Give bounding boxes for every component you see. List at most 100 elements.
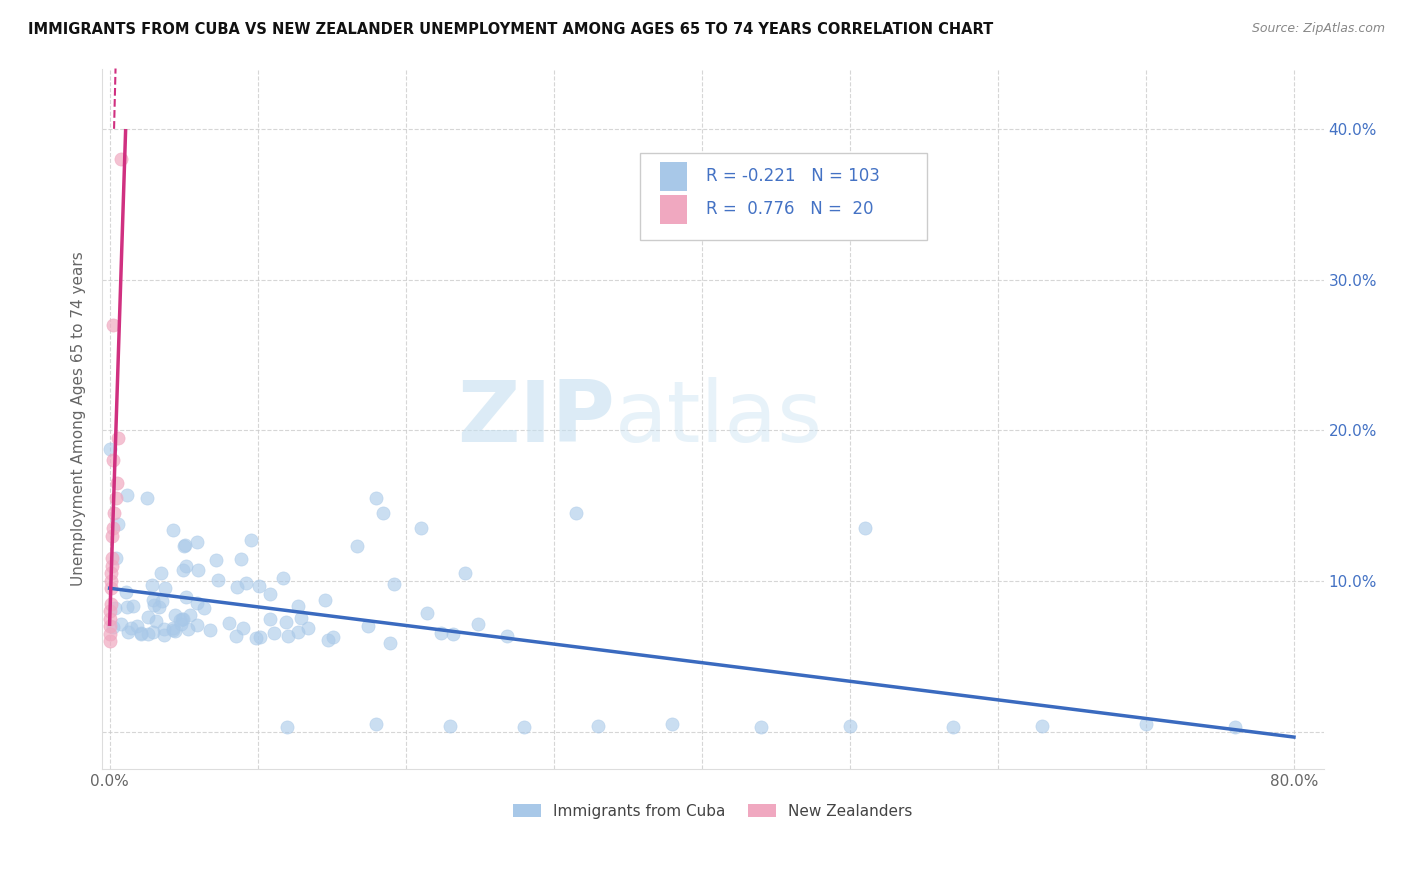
Point: [853, 521, 876, 535]
Point: [287, 624, 309, 639]
Point: [245, 632, 267, 646]
Point: [174, 590, 197, 604]
Point: [115, 599, 138, 614]
Point: [322, 630, 344, 644]
Point: [117, 624, 139, 639]
Point: [153, 581, 176, 595]
Point: [277, 629, 299, 643]
Point: [838, 718, 860, 732]
Point: [98, 604, 121, 618]
Point: [145, 614, 167, 628]
Point: [100, 558, 122, 573]
Point: [263, 625, 285, 640]
Point: [172, 612, 194, 626]
Point: [430, 626, 453, 640]
Point: [942, 720, 965, 734]
Point: [103, 506, 125, 520]
Point: [249, 630, 271, 644]
Point: [115, 585, 138, 599]
Point: [193, 601, 215, 615]
Point: [247, 579, 270, 593]
Point: [148, 599, 170, 614]
Point: [152, 622, 174, 636]
Point: [1031, 718, 1053, 732]
Text: atlas: atlas: [616, 377, 823, 460]
Point: [749, 720, 772, 734]
FancyBboxPatch shape: [640, 153, 927, 240]
Point: [271, 571, 294, 585]
Point: [142, 592, 165, 607]
Point: [259, 612, 281, 626]
Point: [100, 582, 122, 596]
Text: R =  0.776   N =  20: R = 0.776 N = 20: [706, 201, 873, 219]
Point: [232, 622, 254, 636]
Point: [162, 523, 184, 537]
Point: [135, 491, 157, 505]
Point: [125, 619, 148, 633]
FancyBboxPatch shape: [661, 194, 688, 224]
Point: [162, 621, 184, 635]
Point: [173, 539, 195, 553]
Point: [101, 620, 124, 634]
Point: [101, 453, 124, 467]
Point: [153, 628, 176, 642]
Point: [103, 521, 125, 535]
Point: [380, 636, 402, 650]
Legend: Immigrants from Cuba, New Zealanders: Immigrants from Cuba, New Zealanders: [508, 797, 918, 825]
Point: [186, 617, 208, 632]
Point: [169, 613, 191, 627]
Point: [565, 506, 588, 520]
FancyBboxPatch shape: [661, 161, 688, 191]
Point: [142, 625, 165, 640]
Point: [165, 624, 187, 638]
Point: [513, 720, 536, 734]
Point: [186, 596, 208, 610]
Point: [439, 718, 461, 732]
Point: [105, 475, 128, 490]
Point: [495, 629, 517, 643]
Point: [287, 599, 309, 614]
Point: [98, 442, 121, 456]
Point: [259, 587, 281, 601]
Point: [98, 611, 121, 625]
Point: [100, 574, 122, 588]
Point: [174, 538, 197, 552]
Point: [103, 600, 125, 615]
Point: [98, 619, 121, 633]
Point: [172, 612, 194, 626]
Text: ZIP: ZIP: [457, 377, 616, 460]
Point: [415, 606, 437, 620]
Point: [200, 624, 222, 638]
Point: [314, 593, 336, 607]
Point: [229, 552, 252, 566]
Point: [107, 516, 129, 531]
Point: [101, 318, 124, 332]
Point: [162, 623, 184, 637]
Point: [122, 599, 145, 614]
Point: [205, 553, 228, 567]
Point: [373, 506, 395, 520]
Point: [276, 615, 298, 629]
Point: [131, 627, 153, 641]
Point: [218, 615, 240, 630]
Point: [143, 598, 166, 612]
Point: [98, 626, 121, 640]
Point: [276, 720, 298, 734]
Text: Source: ZipAtlas.com: Source: ZipAtlas.com: [1251, 22, 1385, 36]
Point: [1135, 717, 1157, 731]
Point: [661, 717, 683, 731]
Point: [239, 533, 262, 548]
Text: R = -0.221   N = 103: R = -0.221 N = 103: [706, 168, 879, 186]
Point: [1223, 720, 1246, 734]
Point: [382, 576, 405, 591]
Point: [316, 633, 339, 648]
Text: IMMIGRANTS FROM CUBA VS NEW ZEALANDER UNEMPLOYMENT AMONG AGES 65 TO 74 YEARS COR: IMMIGRANTS FROM CUBA VS NEW ZEALANDER UN…: [28, 22, 994, 37]
Point: [346, 539, 368, 553]
Point: [226, 580, 249, 594]
Point: [136, 610, 159, 624]
Point: [586, 718, 609, 732]
Point: [441, 626, 464, 640]
Point: [187, 563, 209, 577]
Point: [100, 566, 122, 581]
Point: [179, 607, 201, 622]
